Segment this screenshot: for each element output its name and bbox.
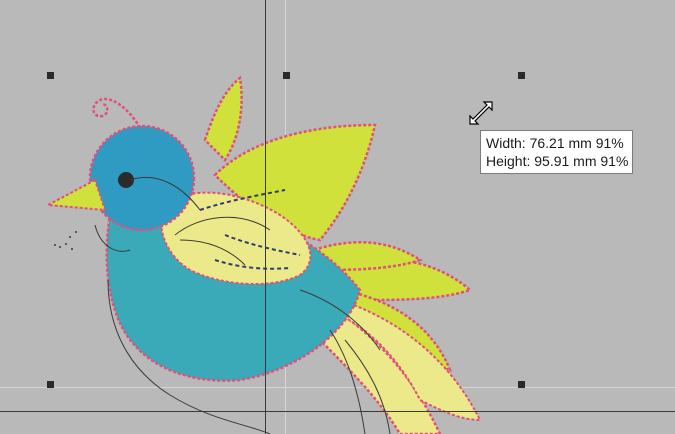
tooltip-width: Width: 76.21 mm 91% xyxy=(486,135,624,151)
tooltip-height: Height: 95.91 mm 91% xyxy=(486,153,629,169)
bird-head xyxy=(88,124,196,232)
guide-line-horizontal[interactable] xyxy=(0,411,675,412)
bird-eye xyxy=(118,172,134,188)
resize-handle-top-left[interactable] xyxy=(47,72,54,79)
loose-stitch-dots xyxy=(54,231,77,250)
size-tooltip: Width: 76.21 mm 91% Height: 95.91 mm 91% xyxy=(480,130,634,174)
resize-handle-bottom-right[interactable] xyxy=(518,381,525,388)
diagonal-resize-cursor-icon xyxy=(469,101,493,125)
resize-handle-top-right[interactable] xyxy=(518,72,525,79)
back-wing xyxy=(203,75,243,162)
light-guide-horizontal xyxy=(0,387,675,388)
bird-crest xyxy=(92,97,142,129)
bird-chest xyxy=(160,191,312,285)
design-outline-strokes xyxy=(94,176,391,434)
resize-handle-bottom-left[interactable] xyxy=(47,381,54,388)
dark-running-stitch xyxy=(199,189,301,270)
bird-beak xyxy=(44,178,107,212)
guide-line-vertical[interactable] xyxy=(265,0,266,434)
resize-handle-top-center[interactable] xyxy=(283,72,290,79)
